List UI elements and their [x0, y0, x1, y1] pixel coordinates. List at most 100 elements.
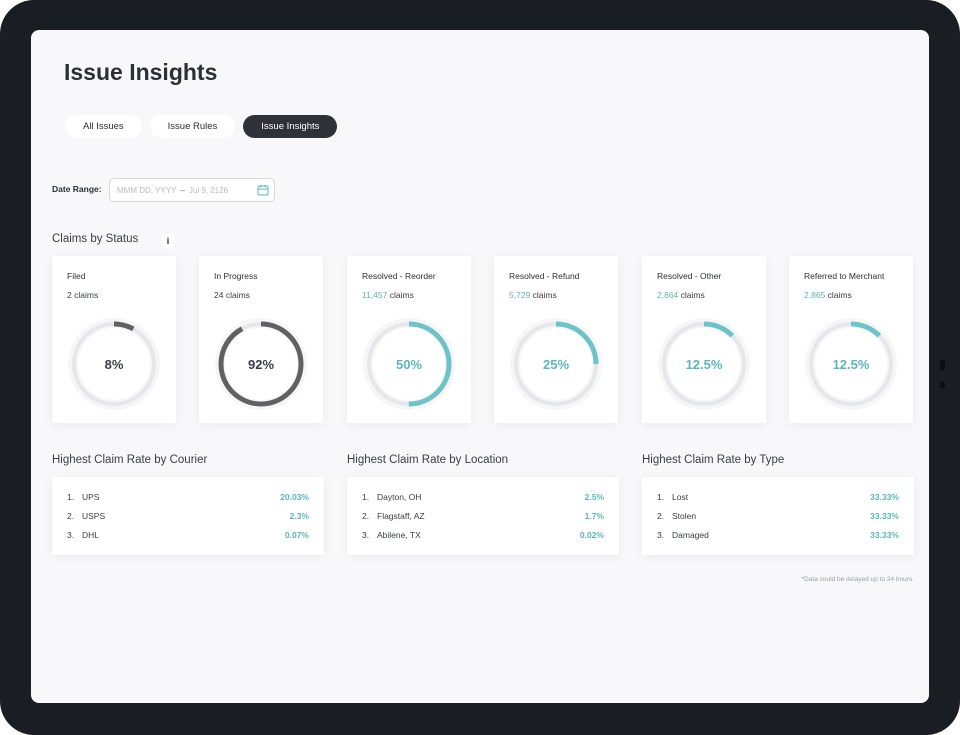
ranking-name: USPS	[82, 511, 106, 521]
claim-count-unit: claims	[74, 290, 99, 300]
status-donut-chart	[68, 318, 160, 410]
claim-count-number: 5,729	[509, 290, 531, 300]
date-separator: –	[180, 185, 185, 195]
ranking-row: 3. Damaged 33.33%	[657, 528, 899, 542]
status-card-title: Resolved - Other	[657, 271, 722, 281]
claim-count-number: 2,865	[804, 290, 826, 300]
ranking-rank: 2.	[362, 511, 370, 521]
donut-percent-label: 12.5%	[832, 356, 870, 372]
ranking-row: 2. Stolen 33.33%	[657, 509, 899, 523]
donut-center	[668, 328, 740, 400]
claim-count-number: 2	[67, 290, 72, 300]
donut-center	[225, 328, 297, 400]
status-donut-chart	[363, 318, 455, 410]
tab-all-issues[interactable]: All Issues	[65, 115, 142, 138]
status-card-count: 2,864 claims	[657, 290, 705, 300]
ranking-value: 1.7%	[584, 511, 604, 521]
donut-value-arc	[513, 321, 599, 407]
status-card-count: 5,729 claims	[509, 290, 557, 300]
claim-count-number: 2,864	[657, 290, 679, 300]
donut-center	[520, 328, 592, 400]
ranking-card: 1. UPS 20.03% 2. USPS 2.3% 3. DHL 0.07%	[52, 477, 324, 555]
status-card: In Progress 24 claims 92%	[199, 256, 323, 423]
donut-percent-label: 92%	[247, 356, 275, 372]
date-range-label: Date Range:	[52, 184, 102, 194]
status-card-count: 11,457 claims	[362, 290, 414, 300]
ranking-name: Damaged	[672, 530, 709, 540]
status-donut-chart	[805, 318, 897, 410]
claim-count-unit: claims	[225, 290, 250, 300]
claim-count-number: 24	[214, 290, 224, 300]
ranking-value: 0.07%	[284, 530, 309, 540]
date-range-input[interactable]: MMM DD, YYYY – Jul 9, 2126	[109, 178, 275, 202]
device-side-button	[940, 360, 945, 370]
date-start-placeholder: MMM DD, YYYY	[117, 185, 177, 195]
tab-bar: All Issues Issue Rules Issue Insights	[65, 115, 338, 138]
ranking-rank: 1.	[657, 492, 665, 502]
donut-value-arc	[366, 321, 452, 407]
ranking-name: Lost	[672, 492, 689, 502]
claim-count-unit: claims	[389, 290, 414, 300]
tab-issue-rules[interactable]: Issue Rules	[149, 115, 236, 138]
ranking-row: 1. Dayton, OH 2.5%	[362, 490, 604, 504]
status-donut-chart	[510, 318, 602, 410]
ranking-value: 33.33%	[870, 530, 899, 540]
donut-percent-label: 8%	[104, 356, 124, 372]
donut-percent-label: 50%	[395, 356, 423, 372]
ranking-row: 2. USPS 2.3%	[67, 509, 309, 523]
ranking-rank: 3.	[657, 530, 665, 540]
status-donut-chart	[658, 318, 750, 410]
status-card-count: 2 claims	[67, 290, 98, 300]
ranking-rank: 3.	[362, 530, 370, 540]
tab-issue-insights[interactable]: Issue Insights	[243, 115, 338, 138]
ranking-name: Stolen	[672, 511, 697, 521]
page-title: Issue Insights	[64, 59, 218, 85]
ranking-value: 33.33%	[870, 511, 899, 521]
status-card-title: In Progress	[214, 271, 258, 281]
ranking-row: 3. DHL 0.07%	[67, 528, 309, 542]
status-card-title: Filed	[67, 271, 86, 281]
ranking-name: UPS	[82, 492, 100, 502]
info-icon[interactable]: i	[160, 233, 176, 249]
status-card: Resolved - Refund 5,729 claims 25%	[494, 256, 618, 423]
donut-center	[78, 328, 150, 400]
donut-value-arc	[71, 321, 157, 407]
donut-percent-label: 12.5%	[685, 356, 723, 372]
ranking-card: 1. Dayton, OH 2.5% 2. Flagstaff, AZ 1.7% 3. Abi…	[347, 477, 619, 555]
ranking-value: 2.3%	[289, 511, 309, 521]
claims-by-status-title: Claims by Status	[52, 233, 139, 245]
ranking-rank: 1.	[362, 492, 370, 502]
ranking-title: Highest Claim Rate by Courier	[52, 454, 208, 466]
date-end-value: Jul 9, 2126	[188, 185, 229, 195]
ranking-row: 3. Abilene, TX 0.02%	[362, 528, 604, 542]
ranking-rank: 3.	[67, 530, 75, 540]
status-card-title: Resolved - Refund	[509, 271, 580, 281]
claim-count-number: 11,457	[362, 290, 388, 300]
status-card-count: 2,865 claims	[804, 290, 852, 300]
device-side-button	[940, 382, 945, 388]
donut-center	[815, 328, 887, 400]
ranking-rank: 2.	[657, 511, 665, 521]
donut-value-arc	[218, 321, 304, 407]
status-card: Resolved - Other 2,864 claims 12.5%	[642, 256, 766, 423]
ranking-rank: 1.	[67, 492, 75, 502]
status-card-title: Resolved - Reorder	[362, 271, 436, 281]
ranking-title: Highest Claim Rate by Location	[347, 454, 509, 466]
ranking-value: 33.33%	[870, 492, 899, 502]
ranking-title: Highest Claim Rate by Type	[642, 454, 785, 466]
status-card: Filed 2 claims 8%	[52, 256, 176, 423]
claim-count-unit: claims	[827, 290, 852, 300]
app-screen: Issue Insights All Issues Issue Rules Is…	[31, 30, 929, 703]
ranking-name: Abilene, TX	[377, 530, 421, 540]
data-delay-footnote: *Data could be delayed up to 24 hours.	[801, 576, 914, 583]
ranking-value: 20.03%	[280, 492, 309, 502]
donut-percent-label: 25%	[542, 356, 570, 372]
ranking-name: DHL	[82, 530, 100, 540]
ranking-card: 1. Lost 33.33% 2. Stolen 33.33% 3. Damaged 33.33…	[642, 477, 914, 555]
donut-center	[373, 328, 445, 400]
status-card-title: Referred to Merchant	[804, 271, 885, 281]
calendar-icon[interactable]	[257, 184, 269, 196]
ranking-name: Flagstaff, AZ	[377, 511, 425, 521]
status-card: Resolved - Reorder 11,457 claims 50%	[347, 256, 471, 423]
